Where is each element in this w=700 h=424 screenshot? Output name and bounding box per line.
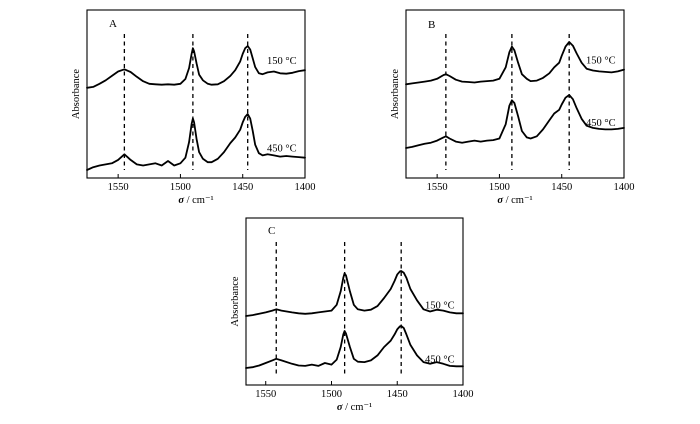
panel-c-chart: 1550 1500 1450 1400 σ / cm⁻¹ Absorbance C 150 °… bbox=[230, 217, 474, 413]
x-axis-label: σ / cm⁻¹ bbox=[337, 402, 372, 413]
x-axis-unit: / cm⁻¹ bbox=[503, 195, 533, 206]
x-axis-label: σ / cm⁻¹ bbox=[497, 195, 532, 206]
panel-b-chart: 1550 1500 1450 1400 σ / cm⁻¹ Absorbance B 150 °… bbox=[390, 9, 635, 206]
plot-frame bbox=[86, 9, 306, 179]
x-axis-unit: / cm⁻¹ bbox=[342, 402, 372, 413]
x-axis-symbol: σ bbox=[497, 195, 503, 206]
x-tick-label: 1500 bbox=[321, 389, 342, 400]
x-axis-symbol: σ bbox=[178, 195, 184, 206]
plot-frame bbox=[245, 217, 464, 386]
spectrum-curve bbox=[405, 41, 625, 86]
panel-tag: C bbox=[268, 225, 275, 237]
x-tick-label: 1450 bbox=[387, 389, 408, 400]
x-axis-unit: / cm⁻¹ bbox=[184, 195, 214, 206]
x-tick-label: 1450 bbox=[551, 182, 572, 193]
x-axis-symbol: σ bbox=[337, 402, 343, 413]
x-tick-label: 1550 bbox=[108, 182, 129, 193]
x-axis-label: σ / cm⁻¹ bbox=[178, 195, 213, 206]
panel-tag: B bbox=[428, 19, 435, 31]
spectrum-curve bbox=[86, 113, 306, 171]
spectrum-curve bbox=[86, 45, 306, 89]
x-tick-label: 1400 bbox=[295, 182, 316, 193]
x-tick-label: 1500 bbox=[170, 182, 191, 193]
series-label: 450 °C bbox=[586, 118, 616, 129]
x-tick-label: 1450 bbox=[232, 182, 253, 193]
y-axis-label: Absorbance bbox=[390, 69, 401, 119]
panel-tag: A bbox=[109, 18, 117, 30]
series-label: 150 °C bbox=[267, 56, 297, 67]
spectrum-curve bbox=[245, 325, 464, 369]
y-axis-label: Absorbance bbox=[230, 276, 241, 326]
series-label: 150 °C bbox=[586, 56, 616, 67]
panel-a-chart: 1550 1500 1450 1400 σ / cm⁻¹ Absorbance A 150 °… bbox=[71, 9, 316, 206]
spectrum-curve bbox=[245, 270, 464, 317]
y-axis-label: Absorbance bbox=[71, 69, 82, 119]
series-label: 450 °C bbox=[267, 144, 297, 155]
x-tick-label: 1550 bbox=[255, 389, 276, 400]
spectrum-curve bbox=[405, 94, 625, 149]
series-label: 450 °C bbox=[425, 354, 455, 365]
x-tick-label: 1400 bbox=[453, 389, 474, 400]
plot-frame bbox=[405, 9, 625, 179]
series-label: 150 °C bbox=[425, 300, 455, 311]
x-tick-label: 1550 bbox=[427, 182, 448, 193]
x-tick-label: 1400 bbox=[614, 182, 635, 193]
x-tick-label: 1500 bbox=[489, 182, 510, 193]
